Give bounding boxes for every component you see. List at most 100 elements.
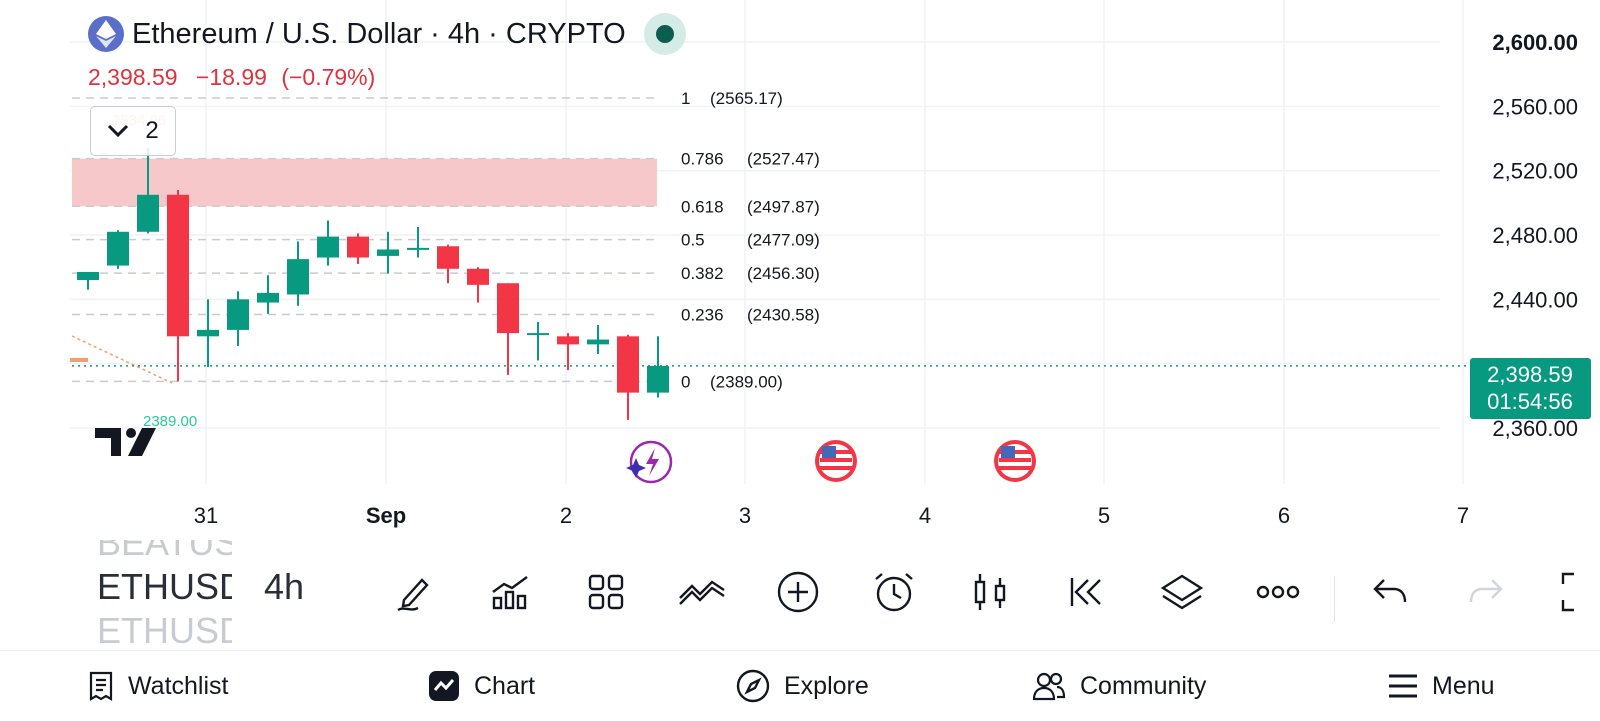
toolbar-divider bbox=[1334, 576, 1335, 622]
price-tick-label: 2,360.00 bbox=[1492, 416, 1578, 441]
us-flag-event-icon[interactable] bbox=[815, 440, 857, 482]
nav-watchlist[interactable]: Watchlist bbox=[88, 663, 228, 709]
market-open-dot bbox=[655, 25, 674, 43]
fibonacci-retracement[interactable]: 1 (2565.17) 0.786 (2527.47) 0.618 (2497.87) 0.… bbox=[72, 89, 820, 391]
templates-button[interactable] bbox=[582, 568, 630, 616]
time-tick-label: 31 bbox=[194, 503, 218, 528]
chevron-down-icon bbox=[108, 124, 129, 138]
nav-menu-label: Menu bbox=[1432, 671, 1495, 700]
undo-button[interactable] bbox=[1366, 568, 1414, 616]
more-button[interactable] bbox=[1254, 568, 1302, 616]
fib-ratio-label: 0.786 bbox=[681, 150, 724, 169]
symbol-picker[interactable]: BEATUSDT ETHUSD ETHUSDT bbox=[97, 540, 232, 650]
price-tick-label: 2,560.00 bbox=[1492, 94, 1578, 119]
candle-body bbox=[227, 299, 249, 330]
fib-ratio-label: 0.236 bbox=[681, 305, 724, 324]
nav-menu[interactable]: Menu bbox=[1388, 663, 1495, 709]
dotted-trend-line bbox=[71, 335, 173, 384]
chart-type-button[interactable] bbox=[966, 568, 1014, 616]
fib-price-label: (2477.09) bbox=[747, 231, 820, 250]
trend-line-handle[interactable] bbox=[70, 358, 88, 362]
last-price: 2,398.59 bbox=[88, 64, 178, 90]
candle-body bbox=[197, 329, 219, 337]
compare-button[interactable] bbox=[678, 568, 726, 616]
candle-body bbox=[437, 246, 459, 269]
fib-ratio-label: 0 bbox=[681, 372, 690, 391]
chart-icon bbox=[429, 671, 459, 701]
market-status-indicator[interactable] bbox=[643, 13, 686, 55]
symbol-current[interactable]: ETHUSD bbox=[97, 566, 232, 607]
bottom-navigation: Watchlist Chart Explore Community Menu bbox=[0, 650, 1600, 721]
symbol-title[interactable]: Ethereum / U.S. Dollar · 4h · CRYPTO bbox=[132, 17, 626, 50]
fullscreen-button[interactable] bbox=[1560, 568, 1600, 616]
fib-ratio-label: 0.5 bbox=[681, 231, 705, 250]
candle-body bbox=[467, 268, 489, 285]
price-tick-label: 2,600.00 bbox=[1492, 30, 1578, 55]
fib-highlight-zone bbox=[72, 158, 657, 207]
alert-button[interactable] bbox=[870, 568, 918, 616]
us-flag-event-icon[interactable] bbox=[994, 440, 1036, 482]
candle-body bbox=[377, 249, 399, 256]
candle-body bbox=[317, 236, 339, 258]
indicators-button[interactable] bbox=[486, 568, 534, 616]
symbol-next[interactable]: ETHUSDT bbox=[97, 610, 232, 650]
ideas-event-icon[interactable] bbox=[626, 440, 673, 484]
tradingview-logo bbox=[95, 428, 156, 456]
price-change: −18.99 bbox=[195, 64, 267, 90]
candle-body bbox=[617, 336, 639, 393]
candle-body bbox=[347, 236, 369, 258]
compare-icon bbox=[679, 580, 725, 605]
time-tick-label: 3 bbox=[739, 503, 751, 528]
nav-explore-label: Explore bbox=[784, 671, 869, 700]
price-tick-label: 2,480.00 bbox=[1492, 223, 1578, 248]
templates-icon bbox=[588, 574, 624, 610]
candle-body bbox=[497, 283, 519, 334]
time-tick-label: 7 bbox=[1457, 503, 1469, 528]
candlestick-icon bbox=[974, 574, 1006, 610]
nav-explore[interactable]: Explore bbox=[736, 663, 869, 709]
symbol-header[interactable]: Ethereum / U.S. Dollar · 4h · CRYPTO bbox=[88, 13, 686, 55]
candles bbox=[77, 148, 669, 420]
price-tick-label: 2,520.00 bbox=[1492, 159, 1578, 184]
more-icon bbox=[1256, 585, 1300, 599]
fib-ratio-label: 0.618 bbox=[681, 197, 724, 216]
fib-price-label: (2389.00) bbox=[710, 372, 783, 391]
nav-chart-label: Chart bbox=[474, 671, 536, 700]
nav-community-label: Community bbox=[1080, 671, 1207, 700]
bar-countdown: 01:54:56 bbox=[1487, 389, 1573, 414]
nav-watchlist-label: Watchlist bbox=[128, 671, 229, 700]
interval-selector[interactable]: 4h bbox=[264, 566, 305, 607]
replay-button[interactable] bbox=[1062, 568, 1110, 616]
candle-body bbox=[557, 336, 579, 345]
fib-ratio-label: 1 bbox=[681, 89, 690, 108]
time-tick-label: 5 bbox=[1098, 503, 1110, 528]
candle-body bbox=[167, 194, 189, 337]
draw-icon bbox=[397, 578, 429, 612]
draw-button[interactable] bbox=[390, 568, 438, 616]
hamburger-menu-icon bbox=[1389, 674, 1417, 698]
rewind-icon bbox=[1070, 578, 1101, 606]
candle-body bbox=[287, 259, 309, 295]
layers-button[interactable] bbox=[1158, 568, 1206, 616]
price-chart[interactable]: 1 (2565.17) 0.786 (2527.47) 0.618 (2497.87) 0.… bbox=[0, 0, 1600, 540]
last-price-value: 2,398.59 bbox=[1487, 362, 1573, 387]
candle-body bbox=[107, 231, 129, 266]
time-axis[interactable]: 31 Sep 2 3 4 5 6 7 bbox=[194, 503, 1469, 528]
nav-community[interactable]: Community bbox=[1032, 663, 1206, 709]
nav-chart[interactable]: Chart bbox=[428, 663, 535, 709]
price-axis[interactable]: 2,600.00 2,560.00 2,520.00 2,480.00 2,440.00… bbox=[1492, 30, 1578, 441]
fullscreen-icon bbox=[1561, 572, 1574, 612]
candle-body bbox=[587, 339, 609, 345]
candle-body bbox=[647, 365, 669, 393]
last-price-tag: 2,398.59 01:54:56 bbox=[1470, 358, 1591, 419]
redo-button[interactable] bbox=[1462, 568, 1510, 616]
candle-body bbox=[257, 292, 279, 303]
fib-ratio-label: 0.382 bbox=[681, 264, 724, 283]
fib-price-label: (2527.47) bbox=[747, 150, 820, 169]
watchlist-icon bbox=[89, 671, 113, 701]
symbol-prev[interactable]: BEATUSDT bbox=[97, 540, 232, 563]
indicators-collapse-button[interactable]: 2 bbox=[90, 106, 176, 156]
compass-icon bbox=[736, 669, 770, 703]
fib-price-label: (2456.30) bbox=[747, 264, 820, 283]
add-button[interactable] bbox=[774, 568, 822, 616]
